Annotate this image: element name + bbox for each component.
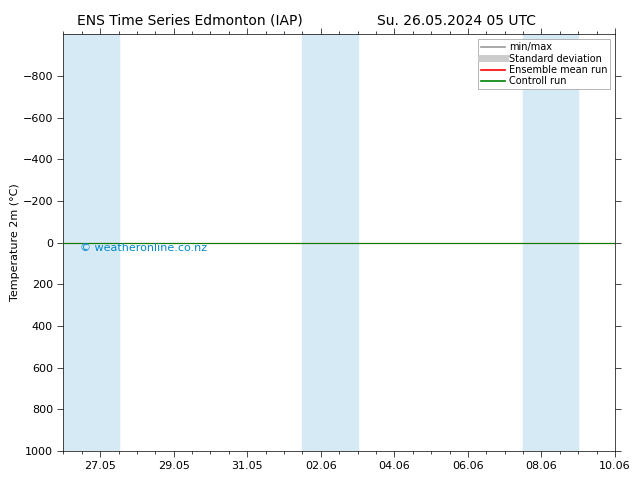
- Text: © weatheronline.co.nz: © weatheronline.co.nz: [80, 243, 207, 253]
- Text: ENS Time Series Edmonton (IAP): ENS Time Series Edmonton (IAP): [77, 14, 303, 28]
- Text: Su. 26.05.2024 05 UTC: Su. 26.05.2024 05 UTC: [377, 14, 536, 28]
- Bar: [523, 34, 578, 451]
- Y-axis label: Temperature 2m (°C): Temperature 2m (°C): [10, 184, 20, 301]
- Bar: [302, 34, 358, 451]
- Bar: [63, 34, 119, 451]
- Legend: min/max, Standard deviation, Ensemble mean run, Controll run: min/max, Standard deviation, Ensemble me…: [477, 39, 610, 89]
